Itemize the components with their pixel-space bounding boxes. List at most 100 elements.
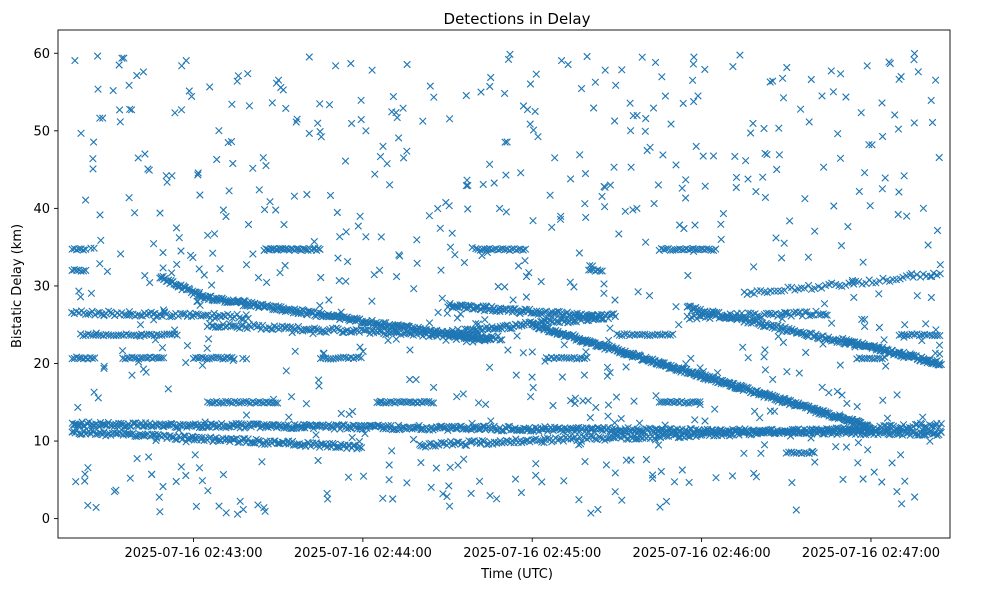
data-point <box>229 159 237 168</box>
data-point <box>604 336 613 345</box>
data-point <box>446 243 455 251</box>
data-point <box>172 224 181 232</box>
data-point <box>405 329 413 337</box>
x-tick-label: 2025-07-16 02:43:00 <box>124 546 262 561</box>
data-point <box>410 285 418 293</box>
data-point <box>258 458 266 466</box>
data-point <box>776 310 784 318</box>
data-point <box>89 138 98 146</box>
data-point <box>834 429 843 437</box>
data-point <box>215 323 223 331</box>
data-point <box>712 474 720 482</box>
data-point <box>158 312 166 320</box>
data-point <box>144 453 153 461</box>
data-point <box>769 77 777 85</box>
data-point <box>436 224 444 232</box>
data-point <box>811 458 819 466</box>
data-point <box>417 442 425 450</box>
data-point <box>84 310 92 318</box>
data-point <box>204 487 212 495</box>
data-point <box>860 315 869 324</box>
data-point <box>96 114 104 122</box>
y-tick-label: 10 <box>33 435 50 450</box>
data-point <box>739 343 747 351</box>
data-point <box>371 170 379 178</box>
data-point <box>575 496 583 504</box>
data-point <box>834 130 842 138</box>
data-point <box>498 426 506 434</box>
data-point <box>621 207 629 215</box>
data-point <box>661 92 670 100</box>
data-point <box>389 92 398 101</box>
data-point <box>377 233 385 241</box>
data-point <box>567 435 575 443</box>
data-point <box>836 154 845 162</box>
data-point <box>403 147 411 155</box>
data-point <box>148 470 156 479</box>
data-point <box>433 440 441 448</box>
data-point <box>671 246 679 254</box>
data-point <box>182 438 190 446</box>
data-point <box>467 330 475 339</box>
data-point <box>445 482 453 490</box>
data-point <box>936 261 944 269</box>
data-point <box>622 363 630 371</box>
data-point <box>242 397 250 406</box>
data-point <box>453 393 461 401</box>
data-point <box>612 393 621 401</box>
data-point <box>514 262 523 270</box>
data-point <box>732 173 741 182</box>
data-point <box>229 322 237 330</box>
data-point <box>158 344 167 352</box>
data-point <box>634 288 642 296</box>
data-point <box>461 331 469 339</box>
data-point <box>875 290 883 298</box>
data-point <box>633 435 641 443</box>
data-point <box>90 388 98 396</box>
data-point <box>903 212 911 220</box>
data-point <box>821 311 829 319</box>
data-point <box>488 332 496 341</box>
data-point <box>354 353 363 361</box>
data-point <box>895 75 903 83</box>
data-point <box>357 96 365 104</box>
data-point <box>446 463 454 471</box>
data-point <box>468 243 476 252</box>
data-point <box>882 362 890 370</box>
data-point <box>481 316 489 324</box>
data-point <box>171 109 179 117</box>
data-point <box>730 426 738 435</box>
data-point <box>156 311 164 319</box>
data-point <box>127 106 136 114</box>
data-point <box>212 294 220 302</box>
data-point <box>606 181 615 189</box>
data-point <box>603 372 612 380</box>
data-point <box>696 398 704 406</box>
data-point <box>487 417 495 425</box>
data-point <box>133 71 141 80</box>
data-point <box>522 272 531 281</box>
data-point <box>736 51 744 59</box>
data-point <box>76 293 85 301</box>
data-point <box>170 326 179 334</box>
data-point <box>385 329 393 338</box>
data-point <box>538 438 546 446</box>
data-point <box>615 230 623 238</box>
data-point <box>600 203 609 211</box>
data-point <box>923 356 932 365</box>
data-point <box>684 432 692 441</box>
data-point <box>208 399 216 407</box>
data-point <box>280 220 288 229</box>
data-point <box>606 368 614 377</box>
data-point <box>749 310 757 319</box>
data-point <box>198 477 207 485</box>
data-point <box>468 419 476 428</box>
data-point <box>760 124 768 133</box>
data-point <box>341 157 350 165</box>
data-point <box>362 127 370 135</box>
data-point <box>731 152 739 161</box>
data-point <box>332 324 340 332</box>
data-point <box>519 349 527 357</box>
data-point <box>79 332 87 340</box>
data-point <box>96 211 104 219</box>
